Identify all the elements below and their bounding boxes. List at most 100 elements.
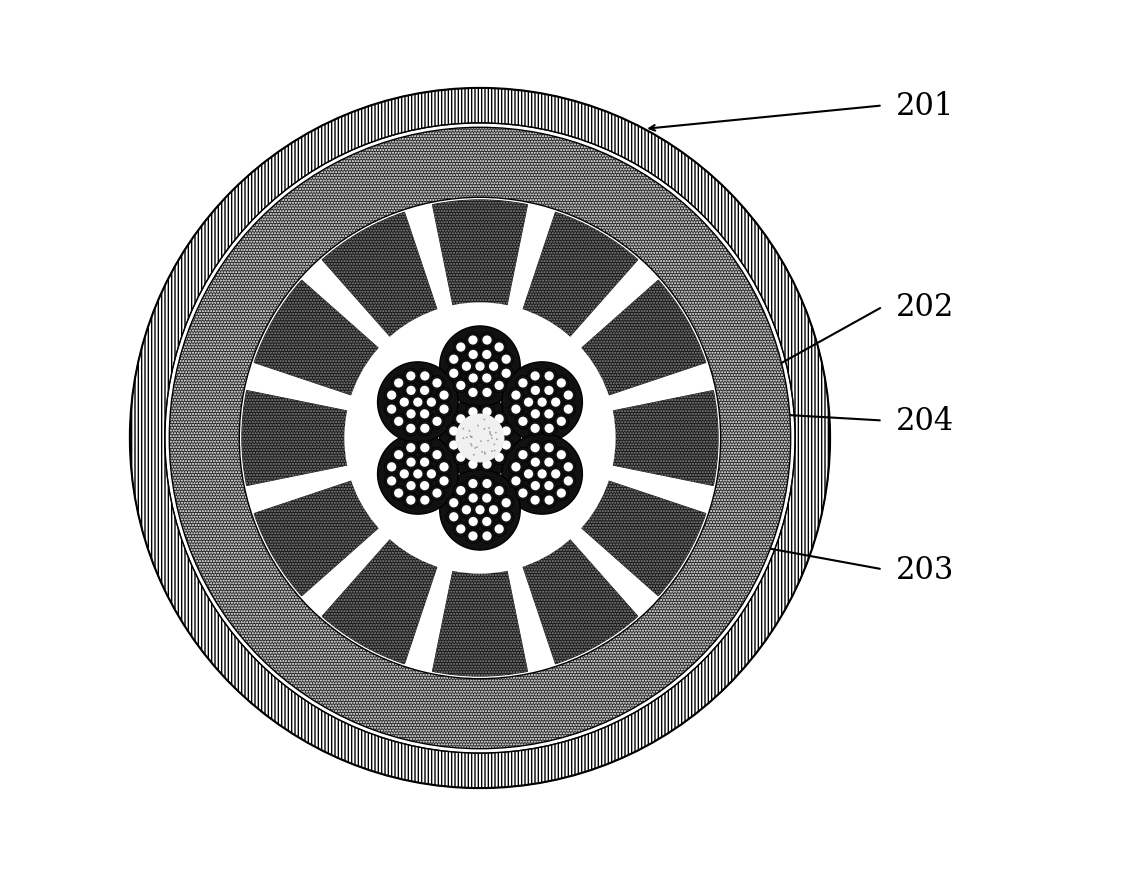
Circle shape (508, 460, 523, 474)
Circle shape (528, 407, 543, 422)
Circle shape (479, 419, 494, 434)
Circle shape (446, 367, 461, 381)
Circle shape (453, 450, 469, 465)
Circle shape (491, 483, 506, 498)
Circle shape (418, 455, 432, 470)
Circle shape (449, 355, 459, 365)
Circle shape (462, 362, 471, 372)
Circle shape (476, 362, 485, 372)
Circle shape (528, 455, 543, 470)
Circle shape (495, 343, 504, 353)
Circle shape (400, 398, 409, 407)
Circle shape (418, 441, 432, 455)
Circle shape (554, 376, 569, 391)
Circle shape (479, 347, 494, 362)
Circle shape (453, 412, 469, 427)
Circle shape (465, 419, 480, 434)
Circle shape (545, 372, 554, 381)
Circle shape (446, 496, 461, 510)
Circle shape (465, 515, 480, 530)
Circle shape (439, 463, 448, 472)
Circle shape (535, 467, 549, 481)
Circle shape (564, 477, 573, 486)
Circle shape (406, 481, 415, 491)
Circle shape (491, 522, 506, 537)
Circle shape (486, 431, 501, 446)
Circle shape (479, 443, 494, 458)
Circle shape (471, 437, 472, 438)
Circle shape (495, 524, 504, 534)
Circle shape (502, 427, 511, 436)
Circle shape (453, 522, 469, 537)
Circle shape (519, 488, 528, 498)
Circle shape (413, 470, 422, 479)
Circle shape (482, 336, 491, 346)
Circle shape (556, 488, 566, 498)
Circle shape (469, 517, 478, 526)
Circle shape (545, 424, 554, 433)
Wedge shape (523, 540, 638, 664)
Circle shape (465, 476, 480, 491)
Circle shape (486, 503, 501, 517)
Circle shape (472, 360, 487, 374)
Circle shape (404, 407, 419, 422)
Circle shape (538, 470, 547, 479)
Circle shape (515, 376, 530, 391)
Circle shape (449, 427, 459, 436)
Circle shape (530, 372, 540, 381)
Circle shape (564, 463, 573, 472)
Circle shape (469, 480, 478, 488)
Circle shape (420, 458, 429, 467)
Circle shape (427, 470, 436, 479)
Wedge shape (613, 391, 718, 486)
Circle shape (541, 369, 556, 384)
Circle shape (476, 505, 485, 515)
Circle shape (446, 510, 461, 524)
Circle shape (495, 415, 504, 424)
Circle shape (528, 479, 543, 494)
Circle shape (502, 434, 582, 515)
Circle shape (479, 371, 494, 386)
Circle shape (519, 451, 528, 460)
Circle shape (387, 477, 396, 486)
Circle shape (545, 386, 554, 396)
Circle shape (471, 446, 472, 447)
Circle shape (541, 479, 556, 494)
Circle shape (411, 396, 426, 410)
Circle shape (420, 444, 429, 453)
Circle shape (473, 454, 474, 456)
Circle shape (449, 512, 459, 522)
Circle shape (489, 505, 498, 515)
Circle shape (437, 403, 452, 417)
Text: 204: 204 (896, 405, 953, 437)
Circle shape (439, 326, 520, 407)
Circle shape (482, 531, 491, 541)
Circle shape (446, 438, 461, 453)
Circle shape (528, 369, 543, 384)
Circle shape (404, 455, 419, 470)
Circle shape (528, 441, 543, 455)
Circle shape (524, 398, 533, 407)
Circle shape (463, 438, 464, 439)
Circle shape (531, 386, 540, 396)
Circle shape (511, 477, 521, 486)
Circle shape (561, 403, 575, 417)
Circle shape (511, 463, 521, 472)
Circle shape (482, 460, 491, 469)
Circle shape (432, 488, 442, 498)
Circle shape (531, 481, 540, 491)
Circle shape (541, 383, 556, 398)
Circle shape (545, 481, 554, 491)
Circle shape (486, 360, 501, 374)
Circle shape (498, 510, 514, 524)
Circle shape (459, 360, 473, 374)
Circle shape (420, 372, 429, 381)
Circle shape (552, 398, 561, 407)
Circle shape (424, 396, 439, 410)
Circle shape (418, 407, 432, 422)
Circle shape (498, 367, 514, 381)
Circle shape (437, 474, 452, 488)
Circle shape (439, 398, 520, 479)
Circle shape (561, 389, 575, 403)
Circle shape (495, 381, 504, 390)
